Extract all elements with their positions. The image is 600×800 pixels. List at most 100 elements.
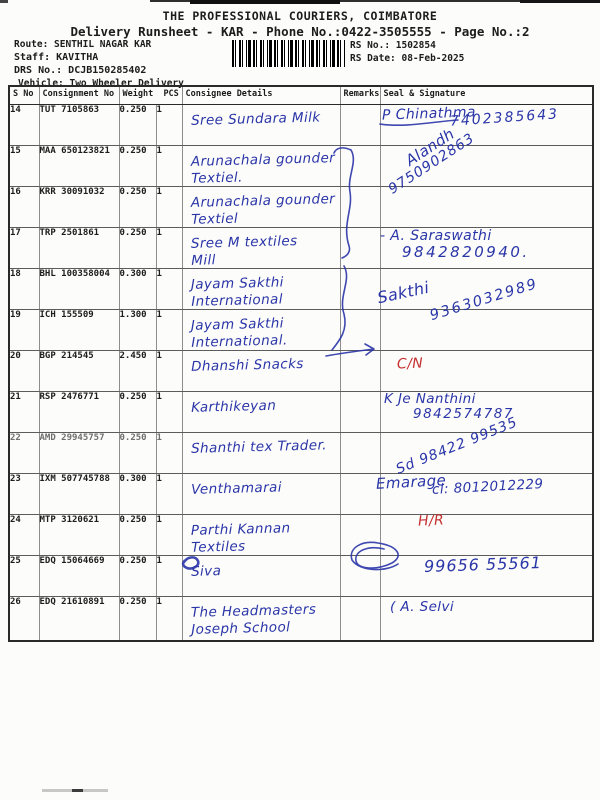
barcode-icon: [232, 40, 345, 67]
remarks-cell: [340, 514, 381, 556]
pcs-cell: 1: [156, 309, 183, 351]
drs-no-label: DRS No.: DCJB150285402: [14, 65, 147, 76]
remark-note: H/R: [417, 512, 445, 530]
pcs-cell: 1: [156, 227, 183, 269]
weight-cell: 0.250: [119, 596, 157, 641]
consignment-no-cell: MTP 3120621: [39, 514, 120, 556]
s-no-cell: 18: [9, 268, 40, 310]
rs-no-label: RS No.: 1502854: [350, 40, 436, 51]
consignee-line-2: International: [190, 291, 283, 310]
consignee-details-cell: Venthamarai: [182, 473, 341, 515]
consignee-line-1: Shanthi tex Trader.: [190, 437, 327, 457]
consignee-details-cell: Parthi Kannan Textiles: [182, 514, 341, 556]
weight-cell: 0.250: [119, 391, 157, 433]
weight-cell: 0.250: [119, 555, 157, 597]
seal-signature-cell: [380, 350, 594, 392]
consignee-line-1: Arunachala gounder: [190, 150, 335, 170]
seal-signature-cell: [380, 268, 594, 310]
table-row: 16 KRR 30091032 0.250 1 Arunachala gound…: [9, 186, 594, 228]
weight-cell: 0.250: [119, 514, 157, 556]
pcs-cell: 1: [156, 145, 183, 187]
company-title: THE PROFESSIONAL COURIERS, COIMBATORE: [162, 9, 438, 23]
consignee-details-cell: The Headmasters Joseph School: [182, 596, 341, 641]
remarks-cell: [340, 186, 381, 228]
consignee-line-1: Venthamarai: [190, 479, 282, 498]
consignment-no-cell: TUT 7105863: [39, 104, 120, 146]
consignee-details-cell: Karthikeyan: [182, 391, 341, 433]
header-seal-signature: Seal & Signature: [380, 86, 594, 105]
table-header-row: S No Consignment No Weight PCS Consignee…: [9, 86, 594, 105]
consignment-no-cell: ICH 155509: [39, 309, 120, 351]
seal-signature-cell: [380, 596, 594, 641]
consignment-no-cell: BHL 100358004: [39, 268, 120, 310]
consignee-line-1: The Headmasters: [190, 601, 316, 621]
vehicle-label: Vehicle: Two Wheeler Delivery: [18, 78, 184, 89]
consignee-details-cell: Arunachala gounder Textiel: [182, 186, 341, 228]
scan-artifact: [520, 0, 600, 3]
table-row: 22 AMD 29945757 0.250 1 Shanthi tex Trad…: [9, 432, 594, 474]
remarks-cell: [340, 555, 381, 597]
weight-cell: 0.300: [119, 268, 157, 310]
header-consignee-details: Consignee Details: [182, 86, 341, 105]
pcs-cell: 1: [156, 186, 183, 228]
table-row: 26 EDQ 21610891 0.250 1 The Headmasters …: [9, 596, 594, 641]
s-no-cell: 14: [9, 104, 40, 146]
consignment-no-cell: EDQ 15064669: [39, 555, 120, 597]
s-no-cell: 19: [9, 309, 40, 351]
consignee-line-1: Sree Sundara Milk: [190, 109, 321, 129]
staff-label: Staff: KAVITHA: [14, 52, 99, 63]
weight-cell: 0.250: [119, 227, 157, 269]
s-no-cell: 20: [9, 350, 40, 392]
consignee-line-1: Arunachala gounder: [190, 191, 335, 211]
remarks-cell: [340, 596, 381, 641]
remarks-cell: [340, 391, 381, 433]
seal-signature-cell: [380, 514, 594, 556]
table-row: 14 TUT 7105863 0.250 1 Sree Sundara Milk: [9, 104, 594, 146]
consignment-no-cell: AMD 29945757: [39, 432, 120, 474]
table-row: 20 BGP 214545 2.450 1 Dhanshi Snacks: [9, 350, 594, 392]
scan-artifact: [190, 0, 340, 4]
s-no-cell: 17: [9, 227, 40, 269]
consignee-line-1: Jayam Sakthi: [190, 274, 284, 293]
remark-note: C/N: [396, 355, 424, 373]
header-consignment-no: Consignment No: [39, 86, 120, 105]
table-row: 25 EDQ 15064669 0.250 1 Siva: [9, 555, 594, 597]
pcs-cell: 1: [156, 391, 183, 433]
consignment-no-cell: IXM 507745788: [39, 473, 120, 515]
consignee-line-1: Karthikeyan: [190, 397, 276, 416]
consignment-no-cell: KRR 30091032: [39, 186, 120, 228]
signature-name: K Je Nanthini: [384, 391, 476, 407]
seal-signature-cell: [380, 186, 594, 228]
pcs-cell: 1: [156, 432, 183, 474]
remarks-cell: [340, 350, 381, 392]
runsheet-table: S No Consignment No Weight PCS Consignee…: [8, 85, 595, 642]
consignee-line-1: Jayam Sakthi: [190, 315, 284, 334]
table-row: 17 TRP 2501861 0.250 1 Sree M textiles M…: [9, 227, 594, 269]
rs-date-label: RS Date: 08-Feb-2025: [350, 53, 465, 64]
consignment-no-cell: MAA 650123821: [39, 145, 120, 187]
consignee-details-cell: Sree M textiles Mill: [182, 227, 341, 269]
header-weight-pcs: Weight PCS: [119, 86, 183, 105]
seal-signature-cell: [380, 145, 594, 187]
s-no-cell: 16: [9, 186, 40, 228]
consignee-line-2: Textiel.: [190, 169, 243, 187]
s-no-cell: 15: [9, 145, 40, 187]
seal-signature-cell: [380, 309, 594, 351]
seal-signature-cell: [380, 473, 594, 515]
s-no-cell: 26: [9, 596, 40, 641]
route-label: Route: SENTHIL NAGAR KAR: [14, 39, 152, 50]
remarks-cell: [340, 268, 381, 310]
pcs-cell: 1: [156, 514, 183, 556]
pcs-cell: 1: [156, 104, 183, 146]
consignee-details-cell: Shanthi tex Trader.: [182, 432, 341, 474]
consignee-line-1: Siva: [190, 563, 221, 580]
consignee-line-1: Dhanshi Snacks: [190, 355, 304, 375]
header-remarks: Remarks: [340, 86, 381, 105]
weight-cell: 0.250: [119, 186, 157, 228]
weight-cell: 0.250: [119, 432, 157, 474]
remarks-cell: [340, 145, 381, 187]
s-no-cell: 25: [9, 555, 40, 597]
pcs-cell: 1: [156, 596, 183, 641]
consignee-line-2: Textiles: [190, 538, 246, 556]
